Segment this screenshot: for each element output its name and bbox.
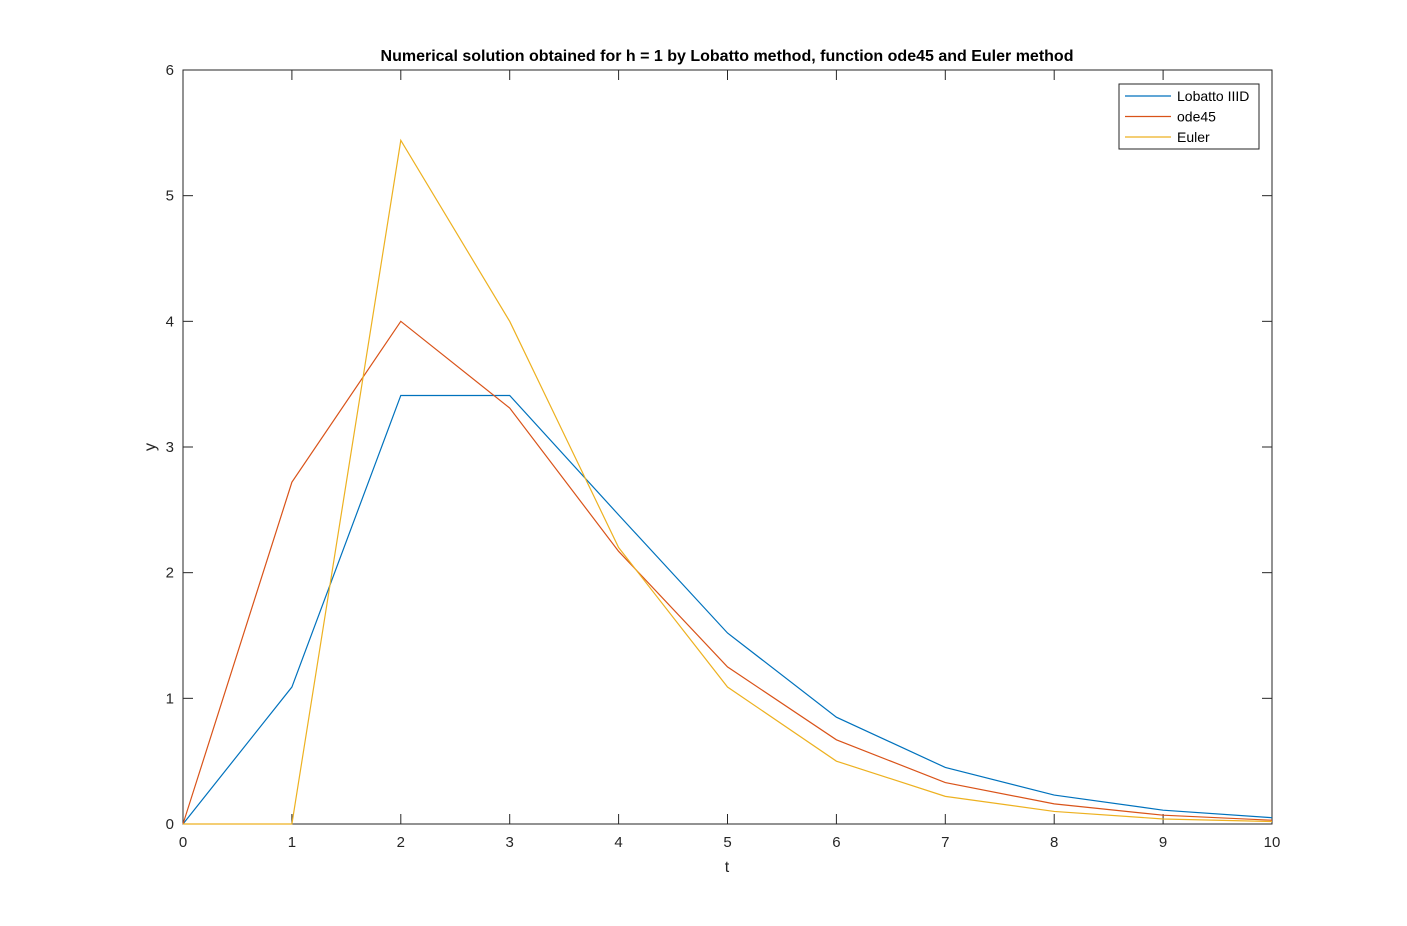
x-tick-label: 1 <box>288 834 296 851</box>
axes-box <box>182 69 1273 825</box>
series-line-euler <box>183 138 1273 825</box>
x-tick-label: 0 <box>179 834 187 851</box>
x-tick-label: 10 <box>1264 834 1281 851</box>
x-tick-label: 7 <box>941 834 949 851</box>
legend-label: ode45 <box>1177 109 1216 125</box>
y-tick-label: 2 <box>166 565 174 582</box>
y-axis-label: y <box>142 443 159 451</box>
legend-label: Lobatto IIID <box>1177 88 1249 104</box>
plot-area: 0 1 2 3 4 5 6 7 8 9 10 0 1 2 3 4 5 6 <box>166 62 1281 851</box>
x-tick-label: 4 <box>614 834 622 851</box>
series-line-lobatto-iiid <box>182 394 1273 825</box>
legend-label: Euler <box>1177 129 1210 145</box>
y-tick-label: 1 <box>166 690 174 707</box>
y-tick-label: 5 <box>166 188 174 205</box>
y-tick-label: 0 <box>166 816 174 833</box>
chart-title: Numerical solution obtained for h = 1 by… <box>381 48 1074 65</box>
x-tick-label: 2 <box>397 834 405 851</box>
x-axis-label: t <box>725 859 730 876</box>
x-tick-label: 5 <box>723 834 731 851</box>
y-tick-label: 3 <box>166 439 174 456</box>
x-tick-label: 8 <box>1050 834 1058 851</box>
x-tick-label: 3 <box>506 834 514 851</box>
series-line-ode45 <box>182 320 1273 825</box>
legend: Lobatto IIID ode45 Euler <box>1118 83 1260 150</box>
y-tick-label: 6 <box>166 62 174 79</box>
x-tick-label: 6 <box>832 834 840 851</box>
y-tick-label: 4 <box>166 313 174 330</box>
x-tick-label: 9 <box>1159 834 1167 851</box>
